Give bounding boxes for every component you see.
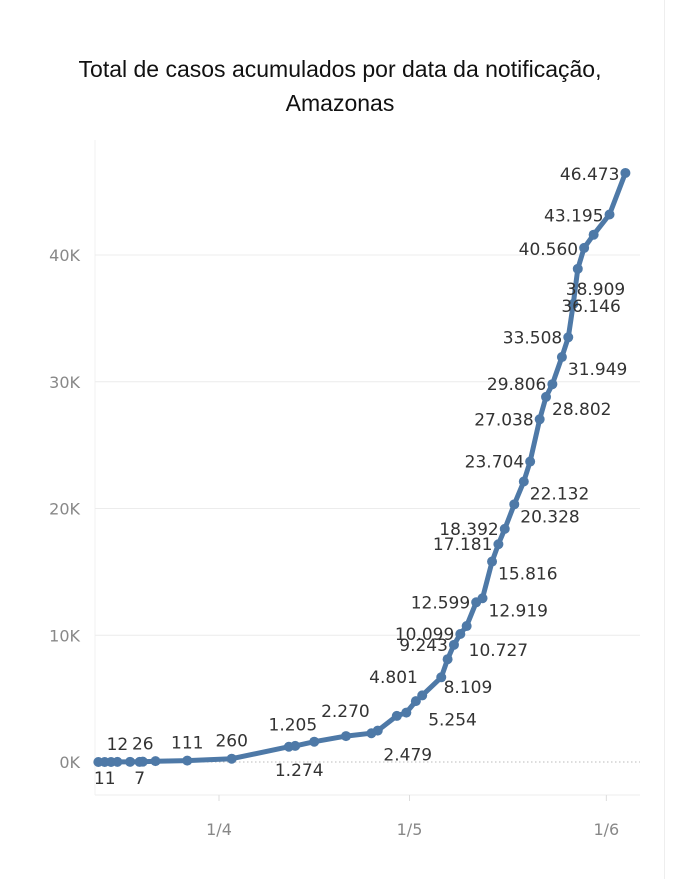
x-tick-label: 1/4 xyxy=(206,820,232,839)
data-point[interactable] xyxy=(372,725,383,736)
data-label: 10.099 xyxy=(395,625,454,645)
data-label: 9.243 xyxy=(399,636,448,656)
data-label: 7 xyxy=(134,769,145,789)
data-point[interactable] xyxy=(493,539,504,550)
data-label: 43.195 xyxy=(544,207,603,227)
series-line xyxy=(95,170,628,765)
data-label: 20.328 xyxy=(520,507,579,527)
data-point[interactable] xyxy=(499,523,510,534)
data-point[interactable] xyxy=(556,352,567,363)
data-point[interactable] xyxy=(547,379,558,390)
data-label: 29.806 xyxy=(487,375,546,395)
x-tick-label: 1/6 xyxy=(593,820,619,839)
data-point[interactable] xyxy=(448,639,459,650)
data-label: 1.274 xyxy=(275,761,324,781)
y-tick-label: 40K xyxy=(49,246,80,265)
data-point[interactable] xyxy=(525,456,536,467)
data-point[interactable] xyxy=(588,229,599,240)
data-point[interactable] xyxy=(391,710,402,721)
data-point[interactable] xyxy=(137,756,148,767)
data-label: 26 xyxy=(132,735,154,755)
data-label: 2.479 xyxy=(383,746,432,766)
data-label: 12 xyxy=(107,735,129,755)
data-point[interactable] xyxy=(226,753,237,764)
data-label: 12.599 xyxy=(411,593,470,613)
data-label: 27.038 xyxy=(474,410,533,430)
data-point[interactable] xyxy=(442,654,453,665)
data-point[interactable] xyxy=(568,298,579,309)
data-label: 36.146 xyxy=(561,297,620,317)
data-point[interactable] xyxy=(112,756,123,767)
data-label: 31.949 xyxy=(568,360,627,380)
panel-divider xyxy=(664,0,665,879)
y-tick-label: 30K xyxy=(49,373,80,392)
data-point[interactable] xyxy=(455,628,466,639)
data-point[interactable] xyxy=(563,332,574,343)
data-label: 1.205 xyxy=(269,716,318,736)
data-label: 11 xyxy=(94,769,116,789)
data-label: 12.919 xyxy=(489,601,548,621)
x-axis: 1/4 1/5 1/6 xyxy=(206,795,619,839)
data-label: 2.270 xyxy=(321,702,370,722)
data-label: 260 xyxy=(215,732,247,752)
data-point[interactable] xyxy=(604,209,615,220)
data-label: 38.909 xyxy=(566,280,625,300)
data-label: 46.473 xyxy=(560,165,619,185)
data-label: 8.109 xyxy=(444,678,493,698)
data-point[interactable] xyxy=(518,476,529,487)
data-point[interactable] xyxy=(401,707,412,718)
y-tick-label: 10K xyxy=(49,626,80,645)
gridlines xyxy=(94,140,640,796)
data-label: 40.560 xyxy=(519,240,578,260)
data-label: 23.704 xyxy=(465,453,524,473)
y-axis: 0K 10K 20K 30K 40K xyxy=(49,246,80,772)
data-point[interactable] xyxy=(541,391,552,402)
data-label: 33.508 xyxy=(503,328,562,348)
data-point[interactable] xyxy=(509,499,520,510)
y-tick-label: 0K xyxy=(59,753,80,772)
data-point[interactable] xyxy=(417,690,428,701)
series-total-casos xyxy=(93,167,631,767)
data-label: 4.801 xyxy=(369,668,418,688)
data-label: 15.816 xyxy=(498,565,557,585)
data-point[interactable] xyxy=(534,414,545,425)
data-point[interactable] xyxy=(572,263,583,274)
data-point[interactable] xyxy=(150,756,161,767)
data-point[interactable] xyxy=(125,756,136,767)
chart-title: Total de casos acumulados por data da no… xyxy=(0,52,680,120)
data-point[interactable] xyxy=(182,755,193,766)
data-label: 10.727 xyxy=(469,641,528,661)
chart-title-line-2: Amazonas xyxy=(285,90,395,116)
data-label: 111 xyxy=(171,734,203,754)
data-point[interactable] xyxy=(477,593,488,604)
chart-title-line-1: Total de casos acumulados por data da no… xyxy=(78,56,602,82)
data-point[interactable] xyxy=(620,167,631,178)
data-label: 5.254 xyxy=(428,710,477,730)
data-label: 22.132 xyxy=(530,484,589,504)
y-tick-label: 20K xyxy=(49,500,80,519)
data-point[interactable] xyxy=(309,736,320,747)
data-point[interactable] xyxy=(410,696,421,707)
data-point[interactable] xyxy=(436,672,447,683)
data-label: 18.392 xyxy=(439,520,498,540)
data-label: 17.181 xyxy=(433,535,492,555)
x-tick-label: 1/5 xyxy=(397,820,423,839)
data-point[interactable] xyxy=(579,242,590,253)
data-point[interactable] xyxy=(461,621,472,632)
data-point[interactable] xyxy=(341,731,351,742)
data-label: 28.802 xyxy=(552,400,611,420)
data-point[interactable] xyxy=(487,556,498,567)
data-point[interactable] xyxy=(290,740,301,751)
data-labels: 11 12 26 7 111 260 1.205 1.274 2.270 2.479 4.801 5.… xyxy=(94,165,628,789)
